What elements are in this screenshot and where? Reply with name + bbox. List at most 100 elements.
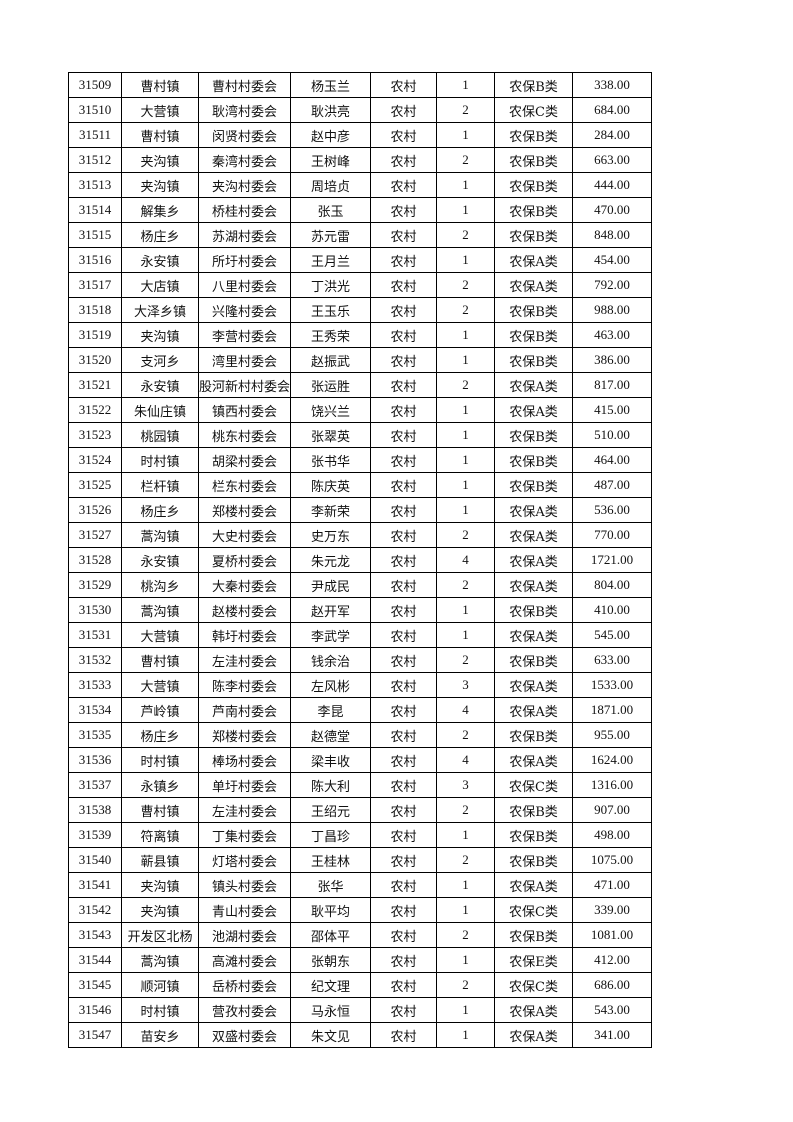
- category-cell: 农保B类: [494, 447, 574, 473]
- name-cell: 丁昌珍: [290, 822, 372, 848]
- amount-cell: 988.00: [572, 297, 653, 323]
- amount-cell: 463.00: [572, 322, 653, 348]
- village-cell: 郑楼村委会: [197, 497, 292, 523]
- town-cell: 大营镇: [121, 672, 199, 698]
- area-type-cell: 农村: [370, 272, 438, 298]
- name-cell: 张华: [290, 872, 372, 898]
- category-cell: 农保B类: [494, 222, 574, 248]
- amount-cell: 444.00: [572, 172, 653, 198]
- village-cell: 所圩村委会: [197, 247, 292, 273]
- count-cell: 3: [436, 672, 496, 698]
- area-type-cell: 农村: [370, 522, 438, 548]
- village-cell: 郑楼村委会: [197, 722, 292, 748]
- table-row: 31545 顺河镇 岳桥村委会 纪文理 农村 2 农保C类 686.00: [68, 972, 653, 998]
- category-cell: 农保B类: [494, 722, 574, 748]
- id-cell: 31529: [68, 572, 122, 598]
- town-cell: 夹沟镇: [121, 872, 199, 898]
- area-type-cell: 农村: [370, 497, 438, 523]
- area-type-cell: 农村: [370, 147, 438, 173]
- name-cell: 马永恒: [290, 997, 372, 1023]
- area-type-cell: 农村: [370, 772, 438, 798]
- area-type-cell: 农村: [370, 847, 438, 873]
- town-cell: 杨庄乡: [121, 497, 199, 523]
- town-cell: 夹沟镇: [121, 172, 199, 198]
- count-cell: 1: [436, 122, 496, 148]
- amount-cell: 633.00: [572, 647, 653, 673]
- category-cell: 农保A类: [494, 1022, 574, 1048]
- village-cell: 双盛村委会: [197, 1022, 292, 1048]
- town-cell: 大营镇: [121, 97, 199, 123]
- category-cell: 农保B类: [494, 472, 574, 498]
- category-cell: 农保B类: [494, 922, 574, 948]
- town-cell: 夹沟镇: [121, 897, 199, 923]
- name-cell: 王绍元: [290, 797, 372, 823]
- village-cell: 夏桥村委会: [197, 547, 292, 573]
- name-cell: 耿平均: [290, 897, 372, 923]
- village-cell: 栏东村委会: [197, 472, 292, 498]
- name-cell: 张书华: [290, 447, 372, 473]
- amount-cell: 1081.00: [572, 922, 653, 948]
- area-type-cell: 农村: [370, 347, 438, 373]
- table-row: 31533 大营镇 陈李村委会 左风彬 农村 3 农保A类 1533.00: [68, 672, 653, 698]
- town-cell: 大店镇: [121, 272, 199, 298]
- amount-cell: 848.00: [572, 222, 653, 248]
- town-cell: 栏杆镇: [121, 472, 199, 498]
- village-cell: 丁集村委会: [197, 822, 292, 848]
- id-cell: 31520: [68, 347, 122, 373]
- name-cell: 赵开军: [290, 597, 372, 623]
- town-cell: 夹沟镇: [121, 322, 199, 348]
- table-row: 31537 永镇乡 单圩村委会 陈大利 农村 3 农保C类 1316.00: [68, 772, 653, 798]
- amount-cell: 471.00: [572, 872, 653, 898]
- count-cell: 2: [436, 922, 496, 948]
- id-cell: 31530: [68, 597, 122, 623]
- amount-cell: 464.00: [572, 447, 653, 473]
- amount-cell: 487.00: [572, 472, 653, 498]
- table-row: 31517 大店镇 八里村委会 丁洪光 农村 2 农保A类 792.00: [68, 272, 653, 298]
- id-cell: 31522: [68, 397, 122, 423]
- area-type-cell: 农村: [370, 897, 438, 923]
- table-row: 31523 桃园镇 桃东村委会 张翠英 农村 1 农保B类 510.00: [68, 422, 653, 448]
- id-cell: 31531: [68, 622, 122, 648]
- amount-cell: 454.00: [572, 247, 653, 273]
- amount-cell: 284.00: [572, 122, 653, 148]
- id-cell: 31509: [68, 72, 122, 98]
- area-type-cell: 农村: [370, 972, 438, 998]
- name-cell: 王桂林: [290, 847, 372, 873]
- count-cell: 1: [436, 497, 496, 523]
- id-cell: 31525: [68, 472, 122, 498]
- id-cell: 31546: [68, 997, 122, 1023]
- village-cell: 桥桂村委会: [197, 197, 292, 223]
- category-cell: 农保A类: [494, 497, 574, 523]
- table-row: 31531 大营镇 韩圩村委会 李武学 农村 1 农保A类 545.00: [68, 622, 653, 648]
- id-cell: 31543: [68, 922, 122, 948]
- category-cell: 农保B类: [494, 822, 574, 848]
- area-type-cell: 农村: [370, 72, 438, 98]
- village-cell: 耿湾村委会: [197, 97, 292, 123]
- table-row: 31530 蒿沟镇 赵楼村委会 赵开军 农村 1 农保B类 410.00: [68, 597, 653, 623]
- town-cell: 杨庄乡: [121, 222, 199, 248]
- table-row: 31547 苗安乡 双盛村委会 朱文见 农村 1 农保A类 341.00: [68, 1022, 653, 1048]
- count-cell: 1: [436, 347, 496, 373]
- category-cell: 农保B类: [494, 197, 574, 223]
- category-cell: 农保A类: [494, 547, 574, 573]
- amount-cell: 1075.00: [572, 847, 653, 873]
- count-cell: 1: [436, 197, 496, 223]
- area-type-cell: 农村: [370, 172, 438, 198]
- amount-cell: 804.00: [572, 572, 653, 598]
- count-cell: 1: [436, 247, 496, 273]
- category-cell: 农保B类: [494, 647, 574, 673]
- count-cell: 1: [436, 322, 496, 348]
- name-cell: 李武学: [290, 622, 372, 648]
- town-cell: 桃园镇: [121, 422, 199, 448]
- category-cell: 农保A类: [494, 522, 574, 548]
- village-cell: 高滩村委会: [197, 947, 292, 973]
- name-cell: 李新荣: [290, 497, 372, 523]
- category-cell: 农保B类: [494, 297, 574, 323]
- id-cell: 31515: [68, 222, 122, 248]
- area-type-cell: 农村: [370, 672, 438, 698]
- id-cell: 31512: [68, 147, 122, 173]
- village-cell: 苏湖村委会: [197, 222, 292, 248]
- village-cell: 陈李村委会: [197, 672, 292, 698]
- amount-cell: 545.00: [572, 622, 653, 648]
- town-cell: 曹村镇: [121, 122, 199, 148]
